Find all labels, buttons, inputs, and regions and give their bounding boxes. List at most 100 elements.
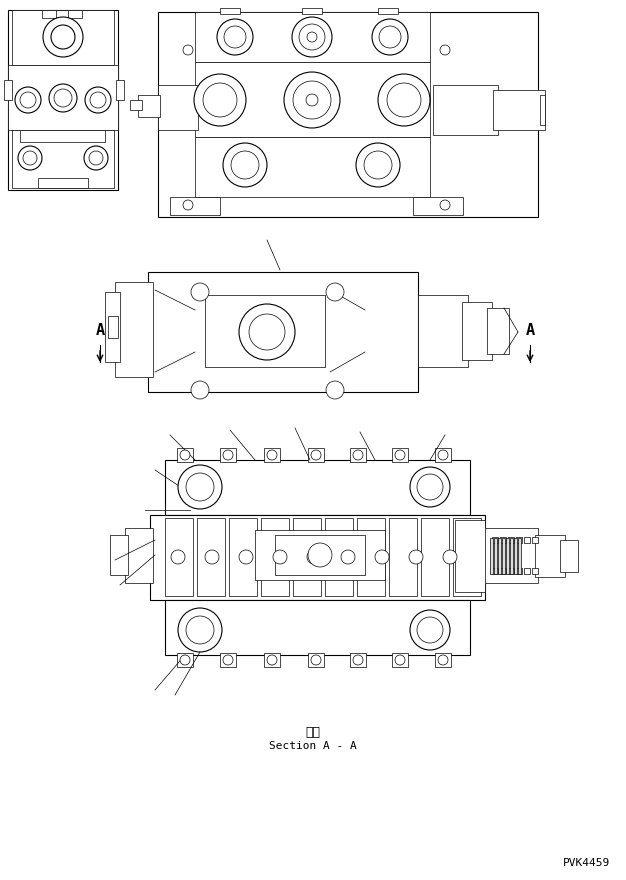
Circle shape xyxy=(379,26,401,48)
Circle shape xyxy=(353,450,363,460)
Circle shape xyxy=(239,304,295,360)
Circle shape xyxy=(417,617,443,643)
Circle shape xyxy=(49,84,77,112)
Circle shape xyxy=(20,92,36,108)
Bar xyxy=(350,653,366,667)
Circle shape xyxy=(395,655,405,665)
Text: 断面: 断面 xyxy=(305,725,321,738)
Bar xyxy=(357,518,385,596)
Bar xyxy=(492,537,498,543)
Circle shape xyxy=(186,473,214,501)
Circle shape xyxy=(183,200,193,210)
Bar xyxy=(38,178,88,188)
Bar xyxy=(453,518,481,596)
Bar xyxy=(138,95,160,117)
Bar xyxy=(514,538,517,574)
Circle shape xyxy=(326,283,344,301)
Circle shape xyxy=(306,94,318,106)
Text: A: A xyxy=(525,322,535,338)
Bar xyxy=(325,518,353,596)
Bar xyxy=(195,62,430,137)
Bar xyxy=(389,518,417,596)
Bar xyxy=(518,538,521,574)
Bar xyxy=(308,448,324,462)
Bar xyxy=(12,130,114,188)
Circle shape xyxy=(15,87,41,113)
Circle shape xyxy=(308,543,332,567)
Bar xyxy=(158,12,538,217)
Text: PVK4459: PVK4459 xyxy=(563,858,610,868)
Circle shape xyxy=(273,550,287,564)
Circle shape xyxy=(191,283,209,301)
Circle shape xyxy=(18,146,42,170)
Circle shape xyxy=(409,550,423,564)
Bar xyxy=(508,537,514,543)
Bar xyxy=(165,460,470,515)
Circle shape xyxy=(284,72,340,128)
Circle shape xyxy=(440,45,450,55)
Circle shape xyxy=(440,200,450,210)
Bar xyxy=(494,538,497,574)
Bar xyxy=(275,535,365,575)
Circle shape xyxy=(311,655,321,665)
Bar xyxy=(264,448,280,462)
Bar xyxy=(524,568,530,574)
Bar xyxy=(532,537,538,543)
Circle shape xyxy=(43,17,83,57)
Bar xyxy=(55,88,71,96)
Bar xyxy=(4,80,12,100)
Circle shape xyxy=(186,616,214,644)
Bar xyxy=(516,537,522,543)
Bar xyxy=(150,515,485,600)
Circle shape xyxy=(54,89,72,107)
Bar xyxy=(421,518,449,596)
Circle shape xyxy=(205,550,219,564)
Bar xyxy=(462,302,492,360)
Circle shape xyxy=(410,610,450,650)
Circle shape xyxy=(372,19,408,55)
Bar xyxy=(68,10,82,18)
Circle shape xyxy=(293,81,331,119)
Bar xyxy=(220,448,236,462)
Circle shape xyxy=(203,83,237,117)
Circle shape xyxy=(395,450,405,460)
Bar xyxy=(490,538,493,574)
Circle shape xyxy=(267,655,277,665)
Bar xyxy=(293,518,321,596)
Bar xyxy=(42,10,56,18)
Bar xyxy=(500,537,506,543)
Bar xyxy=(110,535,128,575)
Circle shape xyxy=(180,450,190,460)
Circle shape xyxy=(375,550,389,564)
Circle shape xyxy=(299,24,325,50)
Circle shape xyxy=(183,45,193,55)
Bar xyxy=(12,10,114,65)
Circle shape xyxy=(89,151,103,165)
Circle shape xyxy=(353,655,363,665)
Bar xyxy=(492,568,498,574)
Bar xyxy=(500,568,506,574)
Bar xyxy=(264,653,280,667)
Circle shape xyxy=(378,74,430,126)
Bar xyxy=(261,518,289,596)
Bar xyxy=(197,518,225,596)
Bar xyxy=(115,282,153,377)
Bar xyxy=(170,197,220,215)
Bar xyxy=(455,520,485,592)
Circle shape xyxy=(239,550,253,564)
Bar xyxy=(435,448,451,462)
Bar xyxy=(148,272,418,392)
Circle shape xyxy=(438,450,448,460)
Circle shape xyxy=(23,151,37,165)
Circle shape xyxy=(178,608,222,652)
Bar xyxy=(540,95,545,125)
Bar xyxy=(165,518,193,596)
Circle shape xyxy=(438,655,448,665)
Circle shape xyxy=(51,25,75,49)
Circle shape xyxy=(231,151,259,179)
Circle shape xyxy=(85,87,111,113)
Bar xyxy=(378,8,398,14)
Circle shape xyxy=(387,83,421,117)
Bar xyxy=(560,540,578,572)
Circle shape xyxy=(223,143,267,187)
